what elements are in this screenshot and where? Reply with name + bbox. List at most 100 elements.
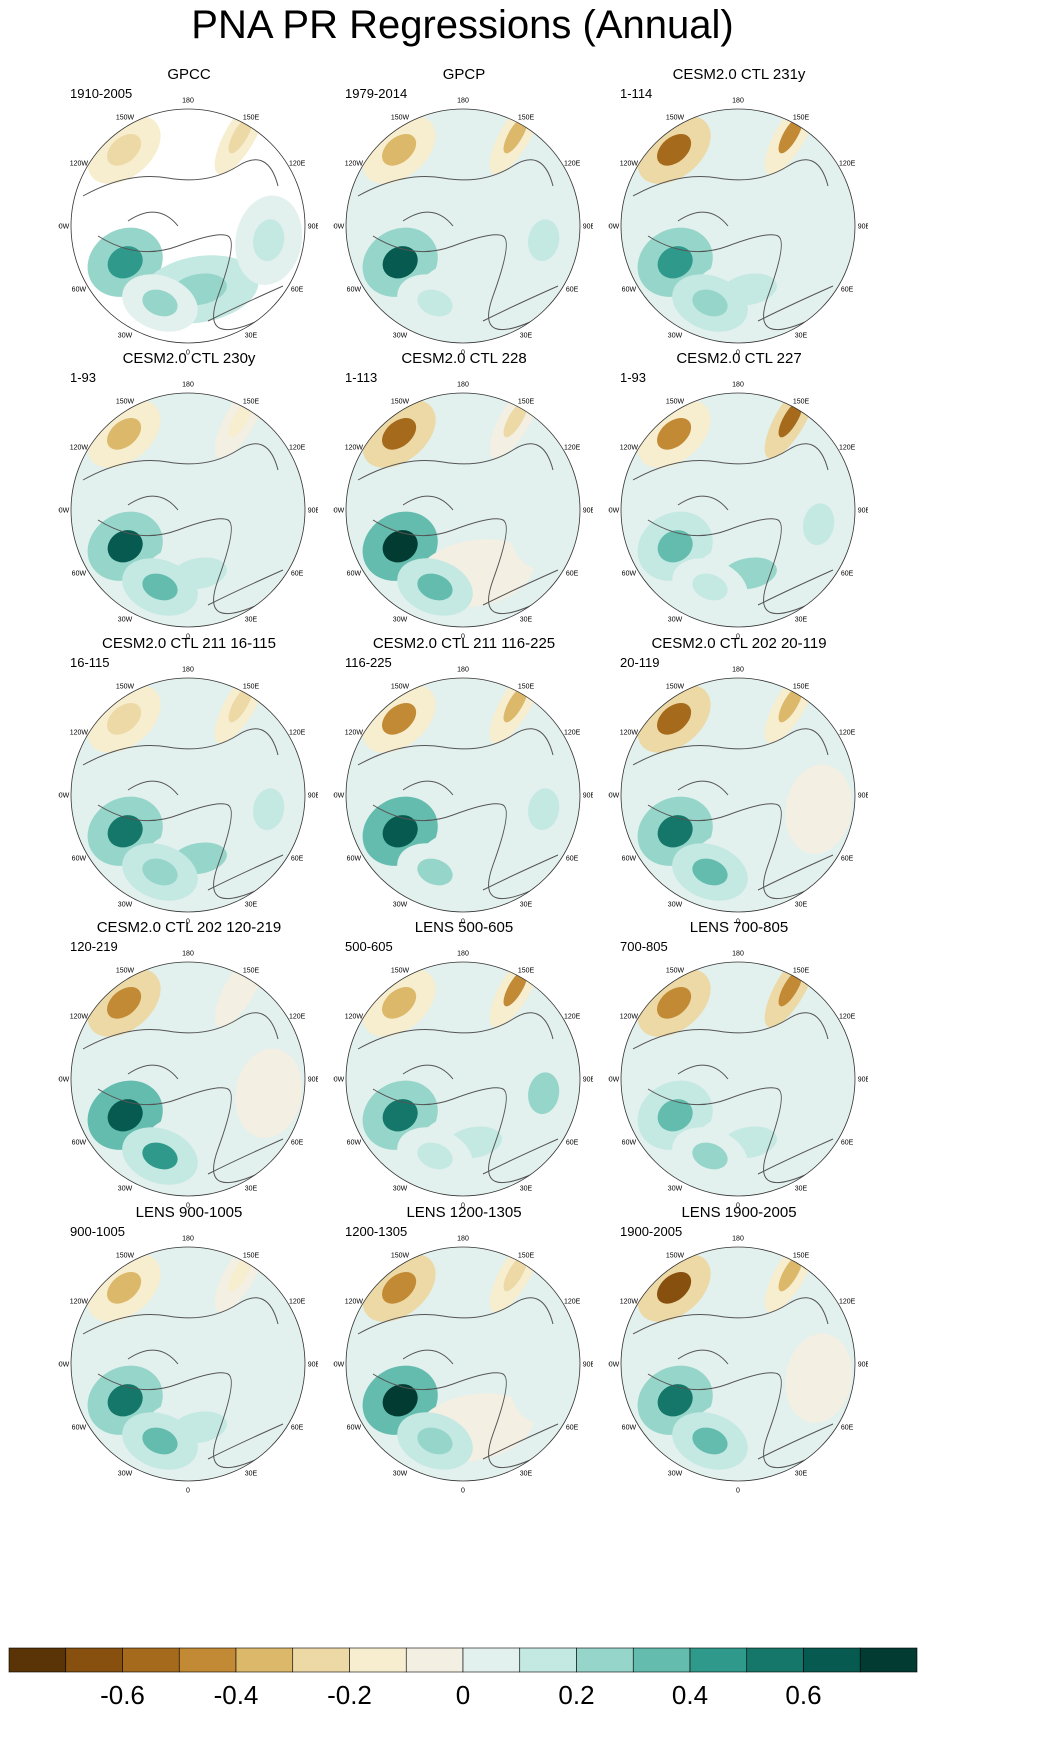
- longitude-label: 180: [182, 98, 194, 105]
- polar-map: 180 150E 120E 90E 60E 30E 0 30W 60W 90W 120W 150W: [58, 667, 318, 926]
- colorbar-swatch: [462, 1647, 521, 1673]
- field-contour: [692, 573, 728, 601]
- longitude-label: 180: [732, 382, 744, 389]
- longitude-label: 60E: [841, 287, 854, 294]
- longitude-label: 180: [182, 1236, 194, 1243]
- field-contour: [142, 289, 178, 317]
- field-contour: [778, 969, 803, 1007]
- longitude-label: 60E: [566, 287, 579, 294]
- longitude-label: 150E: [243, 1252, 260, 1259]
- longitude-label: 0: [461, 634, 465, 641]
- longitude-label: 30E: [795, 1471, 808, 1478]
- coastline: [632, 1012, 834, 1184]
- map-boundary: [70, 108, 306, 344]
- longitude-label: 60E: [841, 1425, 854, 1432]
- panel-title: LENS 900-1005: [135, 1204, 243, 1221]
- colorbar-tick-label: 0.6: [785, 1680, 822, 1710]
- field-contour: [228, 116, 253, 154]
- longitude-label: 30E: [245, 902, 258, 909]
- field-contour: [228, 400, 253, 438]
- longitude-label: 120E: [289, 161, 306, 168]
- field-contour: [228, 969, 253, 1007]
- panel-title: LENS 500-605: [414, 919, 514, 936]
- colorbar-swatch: [689, 1647, 748, 1673]
- map-boundary: [620, 677, 856, 913]
- longitude-label: 120W: [620, 730, 639, 737]
- field-contour: [228, 1254, 253, 1292]
- coastline: [357, 1297, 559, 1469]
- longitude-label: 30W: [118, 617, 133, 624]
- polar-map: 180 150E 120E 90E 60E 30E 0 30W 60W 90W 120W 150W: [58, 98, 318, 357]
- field-contour: [528, 788, 560, 831]
- field-contour: [503, 1254, 528, 1292]
- longitude-label: 0: [736, 1488, 740, 1495]
- longitude-label: 90W: [333, 1362, 345, 1369]
- longitude-label: 90E: [308, 224, 318, 231]
- panel-title: CESM2.0 CTL 202 120-219: [96, 919, 282, 936]
- longitude-label: 0: [736, 634, 740, 641]
- longitude-label: 150E: [793, 683, 810, 690]
- longitude-label: 30W: [393, 617, 408, 624]
- polar-map: 180 150E 120E 90E 60E 30E 0 30W 60W 90W 120W 150W: [608, 98, 868, 357]
- longitude-label: 150E: [518, 967, 535, 974]
- map-panel: CESM2.0 CTL 228 1-113 180 150E 120E 90E 60E 30E…: [333, 350, 647, 659]
- field-contour: [382, 530, 418, 563]
- longitude-label: 120W: [620, 161, 639, 168]
- coastline: [632, 443, 834, 615]
- field-contour: [417, 1142, 453, 1170]
- longitude-label: 0: [736, 350, 740, 357]
- colorbar-tick-label: -0.4: [213, 1680, 259, 1710]
- longitude-label: 60E: [841, 856, 854, 863]
- longitude-label: 90W: [608, 224, 620, 231]
- field-contour: [657, 1099, 693, 1132]
- field-contour: [503, 400, 528, 438]
- field-contour: [142, 1427, 178, 1455]
- longitude-label: 60W: [72, 1140, 87, 1147]
- field-contour: [107, 815, 143, 848]
- longitude-label: 60W: [347, 1425, 362, 1432]
- panel-period: 1900-2005: [620, 1224, 683, 1239]
- panel-title: CESM2.0 CTL 211 16-115: [102, 635, 276, 652]
- longitude-label: 120W: [70, 161, 89, 168]
- longitude-label: 60W: [72, 571, 87, 578]
- longitude-label: 150E: [243, 683, 260, 690]
- map-panel: CESM2.0 CTL 230y 1-93 180 150E 120E 90E 60E 30E…: [58, 350, 372, 659]
- longitude-label: 30E: [245, 1186, 258, 1193]
- longitude-label: 120E: [839, 1299, 856, 1306]
- longitude-label: 30E: [795, 1186, 808, 1193]
- panel-title: CESM2.0 CTL 228: [401, 350, 527, 367]
- field-contour: [253, 503, 285, 546]
- longitude-label: 90E: [308, 1362, 318, 1369]
- map-boundary: [70, 961, 306, 1197]
- longitude-label: 60E: [841, 1140, 854, 1147]
- longitude-label: 150W: [391, 1252, 410, 1259]
- map-panel: LENS 1900-2005 1900-2005 180 150E 120E 90E 60E…: [608, 1204, 922, 1513]
- longitude-label: 60W: [622, 571, 637, 578]
- field-contour: [142, 858, 178, 886]
- coastline: [632, 1297, 834, 1469]
- longitude-label: 90W: [58, 1362, 70, 1369]
- map-panel: LENS 700-805 700-805 180 150E 120E 90E 60E 30E 0…: [608, 919, 922, 1228]
- field-contour: [657, 246, 693, 279]
- map-boundary: [345, 1246, 581, 1482]
- longitude-label: 90E: [308, 1077, 318, 1084]
- field-contour: [382, 702, 417, 735]
- longitude-label: 150E: [518, 683, 535, 690]
- colorbar-swatch: [235, 1647, 294, 1673]
- field-contour: [692, 1427, 728, 1455]
- longitude-label: 150E: [793, 114, 810, 121]
- polar-map: 180 150E 120E 90E 60E 30E 0 30W 60W 90W 120W 150W: [333, 1236, 593, 1495]
- longitude-label: 150E: [518, 398, 535, 405]
- longitude-label: 30W: [118, 1471, 133, 1478]
- colorbar-tick-label: 0.4: [671, 1680, 709, 1710]
- longitude-label: 90W: [333, 508, 345, 515]
- panel-period: 700-805: [620, 939, 668, 954]
- longitude-label: 90W: [608, 793, 620, 800]
- longitude-label: 180: [732, 667, 744, 674]
- longitude-label: 30E: [245, 333, 258, 340]
- field-contour: [417, 1427, 453, 1455]
- longitude-label: 120W: [620, 1299, 639, 1306]
- longitude-label: 150E: [793, 1252, 810, 1259]
- longitude-label: 120E: [564, 1299, 581, 1306]
- colorbar-tick-label: -0.2: [327, 1680, 372, 1710]
